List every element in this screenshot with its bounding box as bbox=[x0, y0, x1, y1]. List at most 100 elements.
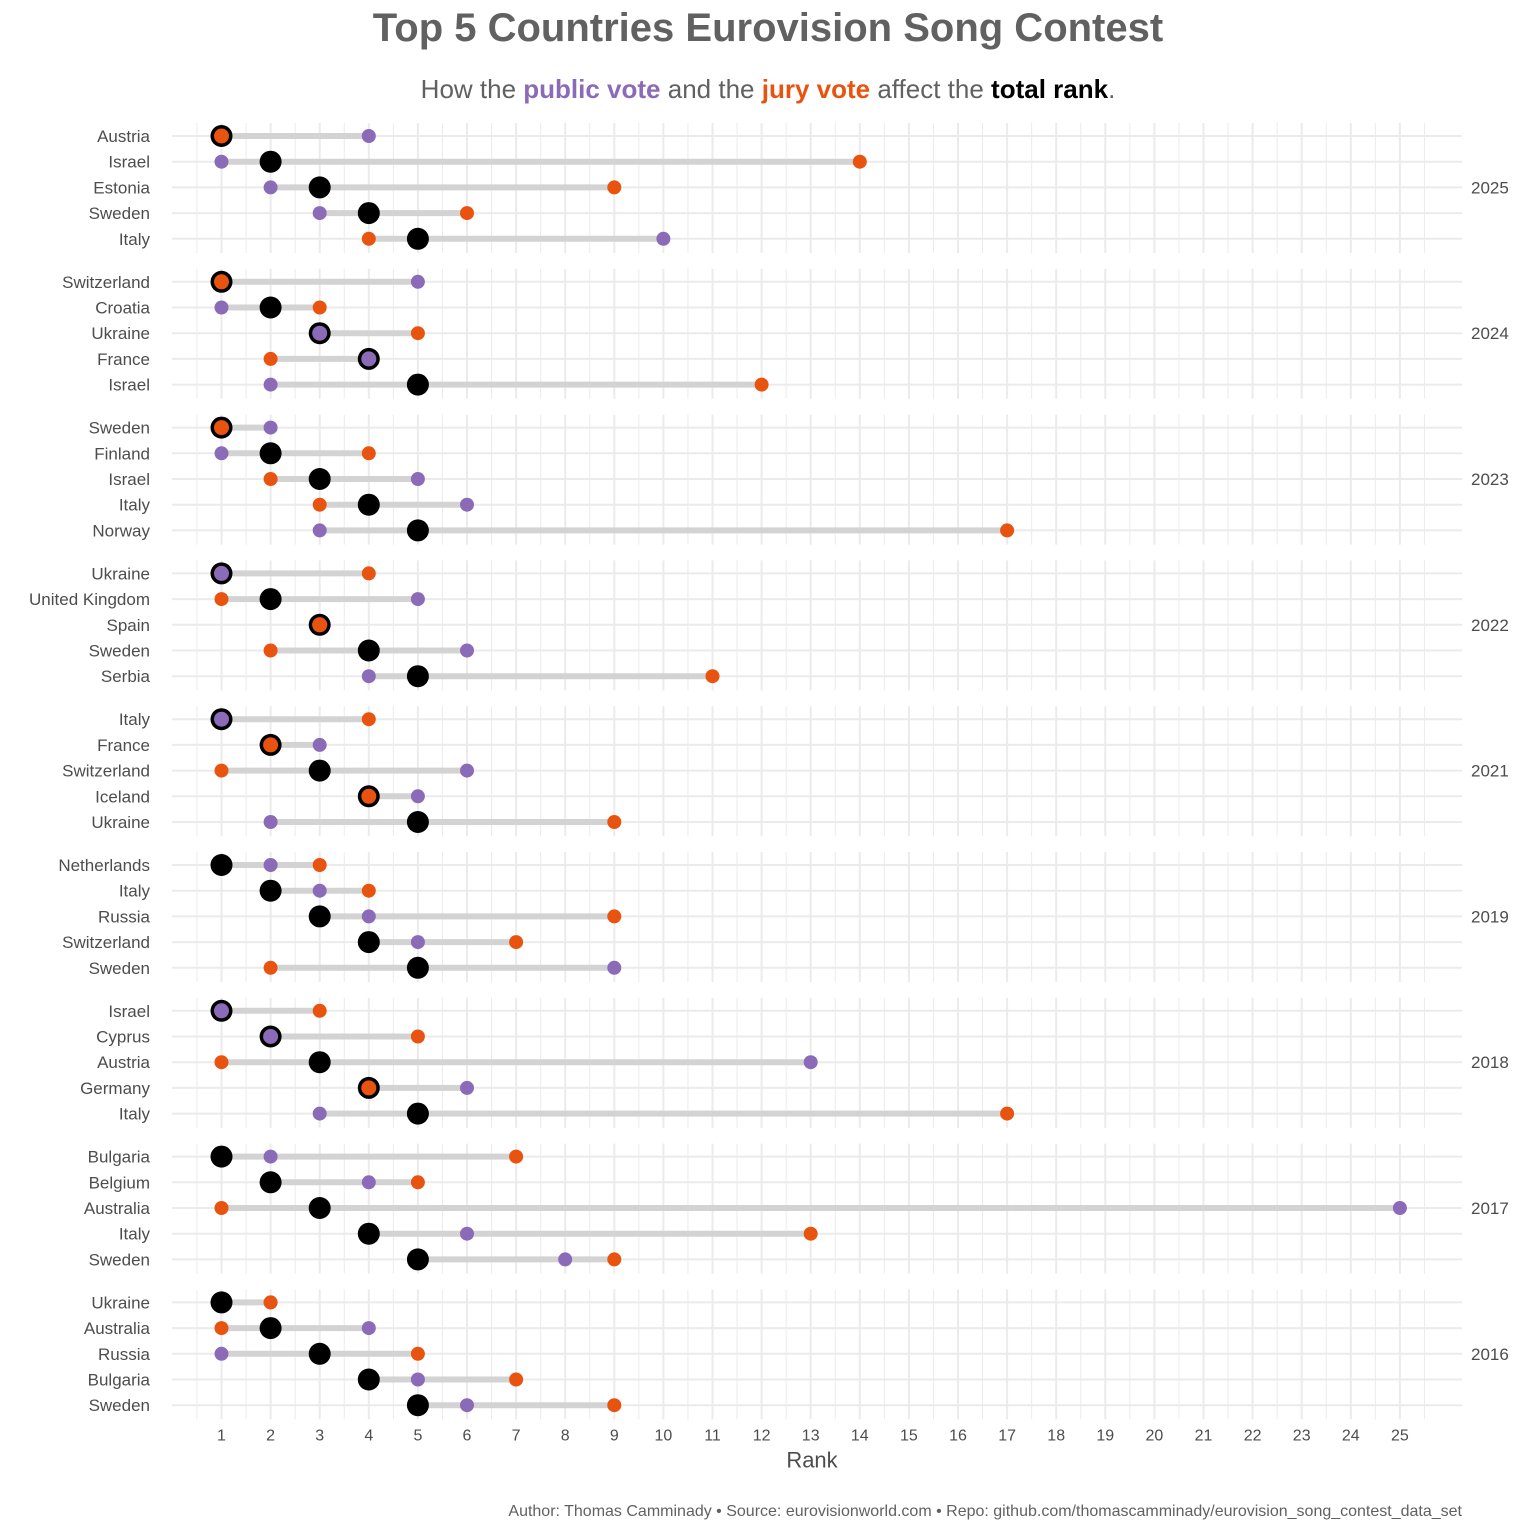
total-rank-point bbox=[406, 227, 429, 250]
country-label: Ukraine bbox=[91, 564, 150, 583]
country-label: Finland bbox=[94, 444, 150, 463]
country-label: Ukraine bbox=[91, 1293, 150, 1312]
public-vote-point bbox=[558, 1252, 573, 1267]
total-rank-point bbox=[259, 879, 282, 902]
x-tick-label: 21 bbox=[1195, 1427, 1213, 1444]
jury-vote-point bbox=[410, 1175, 425, 1190]
x-tick-label: 19 bbox=[1096, 1427, 1114, 1444]
facet-year-label: 2019 bbox=[1471, 907, 1509, 926]
public-vote-point bbox=[460, 1226, 474, 1241]
public-vote-point bbox=[410, 935, 425, 950]
country-label: Italy bbox=[119, 1105, 151, 1124]
total-rank-point bbox=[406, 956, 429, 979]
country-label: Iceland bbox=[95, 787, 150, 806]
subtitle-suffix: . bbox=[1108, 74, 1116, 104]
total-rank-point bbox=[357, 1222, 380, 1245]
total-rank-point bbox=[308, 1342, 331, 1365]
jury-vote-point bbox=[312, 617, 328, 633]
x-tick-label: 13 bbox=[802, 1427, 820, 1444]
facet-year-label: 2025 bbox=[1471, 178, 1509, 197]
country-label: Bulgaria bbox=[88, 1148, 151, 1167]
jury-vote-point bbox=[410, 1029, 425, 1044]
public-vote-point bbox=[312, 523, 327, 538]
public-vote-point bbox=[214, 300, 229, 315]
public-vote-point bbox=[263, 815, 278, 829]
jury-vote-point bbox=[607, 909, 622, 924]
chart-caption: Author: Thomas Camminady • Source: eurov… bbox=[508, 1503, 1462, 1520]
jury-vote-point bbox=[312, 1003, 327, 1018]
public-vote-point bbox=[312, 883, 327, 898]
jury-vote-point bbox=[214, 420, 229, 436]
public-vote-point bbox=[803, 1055, 818, 1070]
country-label: Israel bbox=[108, 153, 150, 172]
subtitle-middle2: affect the bbox=[870, 74, 992, 104]
country-label: Australia bbox=[84, 1319, 151, 1338]
total-rank-point bbox=[308, 759, 331, 782]
country-label: Sweden bbox=[89, 1250, 150, 1269]
jury-vote-point bbox=[607, 815, 622, 829]
x-tick-label: 10 bbox=[655, 1427, 673, 1444]
x-tick-label: 9 bbox=[610, 1427, 619, 1444]
facet-year-label: 2024 bbox=[1471, 324, 1509, 343]
country-label: Sweden bbox=[89, 204, 150, 223]
jury-vote-point bbox=[361, 446, 376, 461]
country-label: Italy bbox=[119, 1225, 151, 1244]
country-label: France bbox=[97, 350, 150, 369]
public-vote-point bbox=[214, 1346, 229, 1361]
jury-vote-point bbox=[361, 883, 376, 898]
total-rank-point bbox=[406, 1394, 429, 1417]
subtitle-prefix: How the bbox=[420, 74, 524, 104]
jury-vote-point bbox=[214, 1055, 229, 1070]
country-label: Austria bbox=[97, 127, 150, 146]
jury-vote-point bbox=[263, 1295, 278, 1310]
x-tick-label: 8 bbox=[561, 1427, 570, 1444]
public-vote-point bbox=[460, 497, 474, 512]
jury-vote-point bbox=[460, 206, 474, 221]
country-label: Sweden bbox=[89, 642, 150, 661]
jury-vote-point bbox=[607, 180, 622, 195]
x-tick-label: 12 bbox=[753, 1427, 771, 1444]
public-vote-point bbox=[607, 960, 622, 975]
public-vote-point bbox=[361, 669, 376, 684]
public-vote-point bbox=[361, 129, 376, 143]
x-tick-label: 24 bbox=[1342, 1427, 1360, 1444]
public-vote-point bbox=[410, 1372, 425, 1387]
subtitle-total-rank: total rank bbox=[991, 74, 1109, 104]
jury-vote-point bbox=[509, 935, 524, 950]
jury-vote-point bbox=[361, 1080, 377, 1096]
jury-vote-point bbox=[214, 1321, 229, 1336]
public-vote-point bbox=[312, 206, 327, 221]
total-rank-point bbox=[357, 1368, 380, 1391]
public-vote-point bbox=[263, 377, 278, 392]
total-rank-point bbox=[308, 468, 331, 490]
x-tick-label: 23 bbox=[1293, 1427, 1311, 1444]
jury-vote-point bbox=[410, 1346, 425, 1361]
country-label: Ukraine bbox=[91, 324, 150, 343]
facet-year-label: 2023 bbox=[1471, 470, 1509, 489]
public-vote-point bbox=[214, 711, 229, 727]
x-tick-label: 5 bbox=[413, 1427, 422, 1444]
public-vote-point bbox=[263, 858, 278, 872]
country-label: Israel bbox=[108, 376, 150, 395]
country-label: Switzerland bbox=[62, 933, 150, 952]
jury-vote-point bbox=[361, 231, 376, 246]
jury-vote-point bbox=[410, 326, 425, 341]
x-tick-label: 18 bbox=[1047, 1427, 1065, 1444]
total-rank-point bbox=[406, 519, 429, 542]
country-label: Spain bbox=[107, 616, 150, 635]
country-label: Serbia bbox=[101, 667, 151, 686]
total-rank-point bbox=[210, 1291, 233, 1314]
country-label: Estonia bbox=[93, 178, 150, 197]
x-tick-label: 1 bbox=[217, 1427, 226, 1444]
total-rank-point bbox=[259, 1317, 282, 1340]
facet-year-label: 2016 bbox=[1471, 1345, 1509, 1364]
jury-vote-point bbox=[214, 128, 229, 144]
public-vote-point bbox=[410, 274, 425, 289]
public-vote-point bbox=[361, 1321, 376, 1336]
x-tick-label: 14 bbox=[851, 1427, 869, 1444]
public-vote-point bbox=[312, 325, 328, 341]
x-tick-label: 2 bbox=[266, 1427, 275, 1444]
total-rank-point bbox=[259, 150, 282, 173]
public-vote-point bbox=[312, 1106, 327, 1121]
